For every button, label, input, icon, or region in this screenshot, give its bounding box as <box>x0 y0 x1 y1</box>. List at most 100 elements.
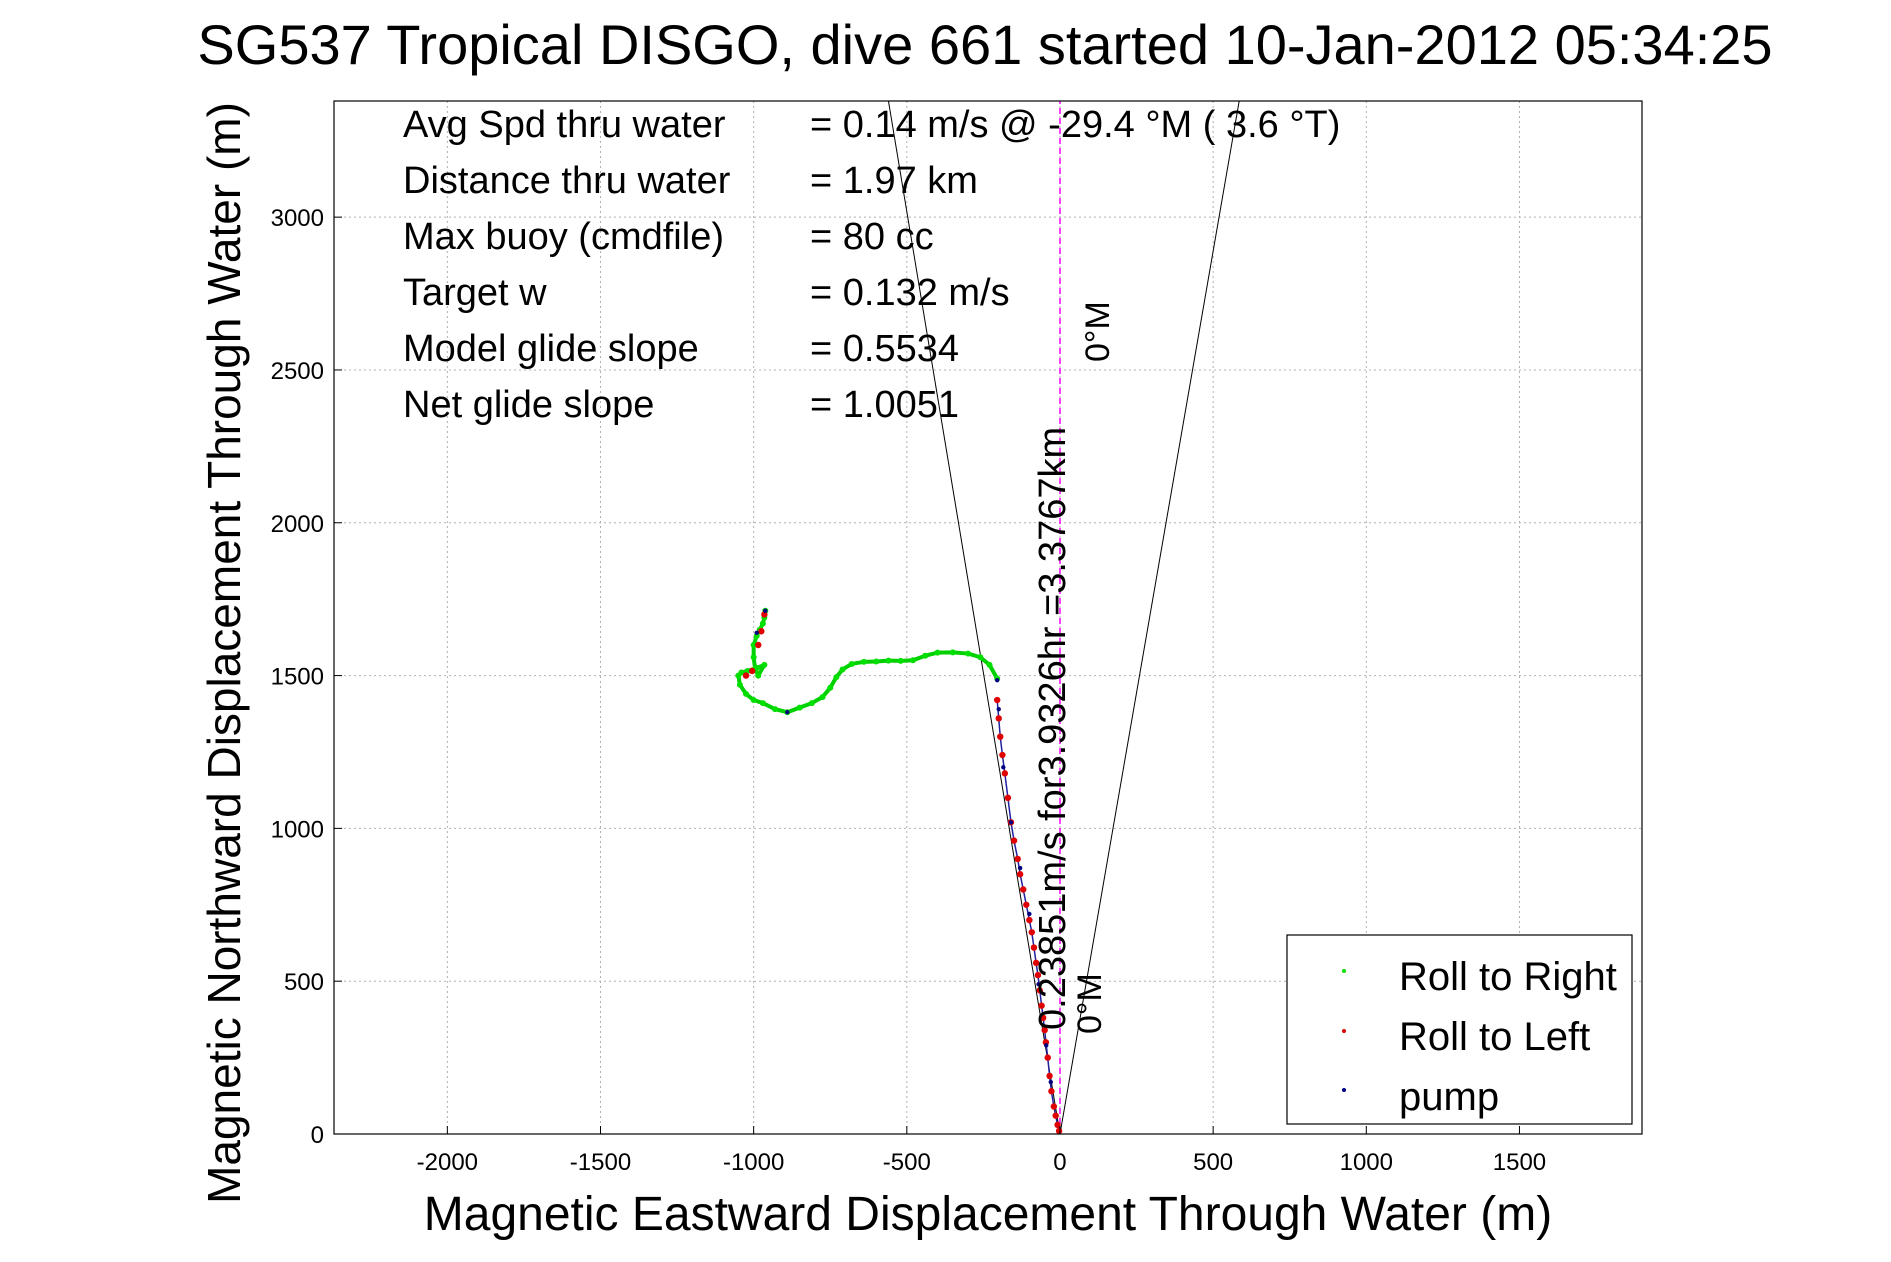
point-pump <box>763 608 768 613</box>
stat-value: = 80 cc <box>810 216 934 258</box>
legend-label-pump: pump <box>1399 1075 1499 1119</box>
point-roll-to-right <box>750 697 757 704</box>
legend: Roll to Right Roll to Left pump <box>1286 934 1633 1125</box>
point-pump <box>1036 982 1041 987</box>
point-pump <box>996 706 1001 712</box>
point-roll-to-right <box>761 661 768 668</box>
point-pump <box>785 710 790 715</box>
point-roll-to-right <box>965 650 972 657</box>
point-roll-to-left <box>1028 929 1036 936</box>
x-tick-label: -500 <box>883 1149 931 1176</box>
x-tick-label: 1000 <box>1340 1149 1393 1176</box>
point-roll-to-right <box>977 654 984 661</box>
point-roll-to-right <box>839 666 846 673</box>
point-roll-to-right <box>750 654 757 661</box>
stat-label: Avg Spd thru water <box>403 104 726 146</box>
data-points <box>735 607 1063 1134</box>
point-roll-to-right <box>922 652 929 659</box>
point-roll-to-right <box>949 649 956 656</box>
point-pump <box>1044 1043 1049 1048</box>
point-roll-to-left <box>1039 1014 1047 1022</box>
plot-frame <box>333 100 1643 1135</box>
point-pump <box>1027 911 1032 917</box>
point-pump <box>754 630 759 635</box>
y-tick-label: 1500 <box>271 664 324 691</box>
point-roll-to-left <box>999 751 1006 759</box>
point-roll-to-right <box>873 658 880 665</box>
point-pump <box>1008 820 1014 825</box>
point-roll-to-left <box>1010 837 1018 844</box>
point-roll-to-left <box>1048 1088 1055 1095</box>
stat-label: Distance thru water <box>403 160 731 202</box>
stat-label: Max buoy (cmdfile) <box>403 216 724 258</box>
point-pump <box>994 677 1000 683</box>
reference-lines <box>887 101 1240 1134</box>
legend-marker-roll-right <box>1342 969 1346 973</box>
x-tick-label: 1500 <box>1493 1149 1546 1176</box>
heading-label-bottom: 0°M <box>1071 973 1109 1034</box>
y-tick-label: 2000 <box>271 511 324 538</box>
y-axis-ticks: 0 500 1000 1500 2000 2500 3000 <box>271 205 342 1149</box>
cone-left-line <box>887 101 1061 1134</box>
point-roll-to-left <box>1044 1054 1051 1061</box>
point-roll-to-left <box>1050 1103 1058 1110</box>
legend-marker-pump <box>1342 1088 1346 1092</box>
point-roll-to-left <box>995 715 1002 722</box>
point-roll-to-left <box>1055 1127 1063 1134</box>
stat-value: = 0.5534 <box>810 328 959 370</box>
point-roll-to-right <box>750 642 757 649</box>
point-roll-to-left <box>1020 886 1027 893</box>
vector-label: 0.23851m/s for3.9326hr =3.3767km <box>1032 427 1074 1030</box>
point-roll-to-left <box>1026 916 1033 924</box>
point-roll-to-right <box>759 620 766 627</box>
point-roll-to-left <box>742 672 750 679</box>
point-roll-to-right <box>755 672 762 679</box>
point-roll-to-right <box>808 700 815 707</box>
heading-label-top: 0°M <box>1079 301 1117 362</box>
stats-block: Avg Spd thru water = 0.14 m/s @ -29.4 °M … <box>403 104 1340 426</box>
x-tick-label: 500 <box>1193 1149 1233 1176</box>
y-axis-label: Magnetic Northward Displacement Through … <box>198 102 250 1204</box>
point-roll-to-right <box>743 690 750 697</box>
point-roll-to-left <box>1023 901 1030 908</box>
point-pump <box>1017 865 1023 871</box>
point-roll-to-left <box>1034 971 1042 979</box>
point-roll-to-right <box>833 674 840 681</box>
stat-value: = 0.14 m/s @ -29.4 °M ( 3.6 °T) <box>810 104 1340 146</box>
point-roll-to-right <box>827 684 834 691</box>
x-axis-label: Magnetic Eastward Displacement Through W… <box>424 1188 1552 1241</box>
point-roll-to-left <box>1004 794 1012 802</box>
point-roll-to-right <box>909 657 916 664</box>
legend-marker-roll-left <box>1342 1029 1346 1033</box>
point-roll-to-left <box>1001 770 1009 777</box>
point-roll-to-right <box>848 660 855 667</box>
point-roll-to-right <box>934 649 941 656</box>
point-roll-to-left <box>993 696 1001 704</box>
point-roll-to-left <box>755 641 762 649</box>
stat-label: Target w <box>403 272 547 314</box>
y-tick-label: 3000 <box>271 205 324 232</box>
point-roll-to-left <box>758 628 765 635</box>
point-roll-to-left <box>1016 871 1024 878</box>
point-roll-to-right <box>885 657 892 664</box>
point-roll-to-left <box>1054 1121 1061 1129</box>
y-tick-label: 0 <box>311 1122 324 1149</box>
legend-label-roll-left: Roll to Left <box>1399 1015 1590 1059</box>
legend-label-roll-right: Roll to Right <box>1399 955 1617 999</box>
stat-value: = 1.0051 <box>810 384 959 426</box>
point-roll-to-left <box>1014 855 1021 863</box>
y-tick-label: 1000 <box>271 816 324 843</box>
point-roll-to-right <box>897 657 904 664</box>
y-tick-label: 500 <box>284 969 324 996</box>
stat-label: Model glide slope <box>403 328 699 370</box>
point-roll-to-right <box>819 693 826 700</box>
point-roll-to-left <box>1032 959 1040 967</box>
point-roll-to-left <box>1036 987 1043 994</box>
point-pump <box>1001 765 1006 770</box>
point-roll-to-left <box>1038 1002 1045 1009</box>
point-roll-to-left <box>997 733 1004 740</box>
point-roll-to-right <box>986 661 993 668</box>
x-tick-label: 0 <box>1053 1149 1066 1176</box>
x-tick-label: -2000 <box>417 1149 478 1176</box>
